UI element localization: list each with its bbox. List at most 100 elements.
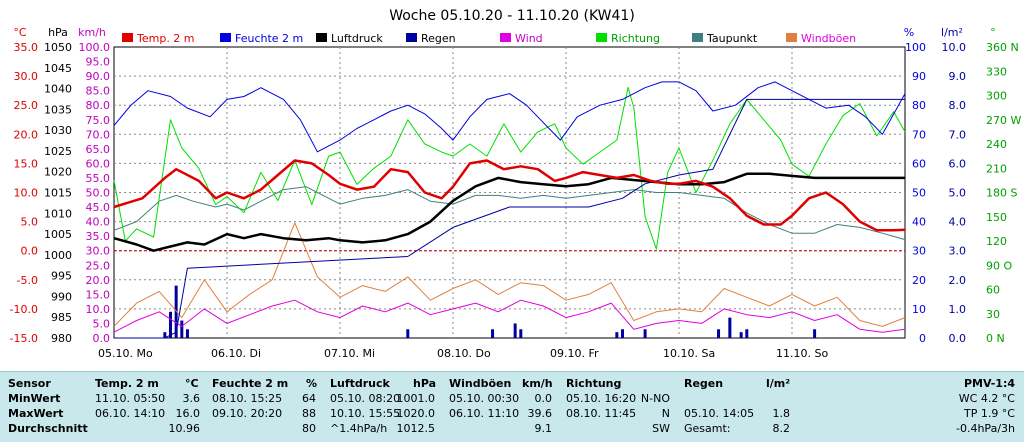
humidity-max-time: 09.10. 20:20 (212, 407, 283, 420)
humidity-tick-label: 50 (912, 187, 926, 200)
humidity-tick-label: 30 (912, 245, 926, 258)
humidity-tick-label: 90 (912, 70, 926, 83)
humidity-axis-unit: % (904, 26, 914, 39)
wind-tick-label: 45.0 (86, 201, 111, 214)
wind-tick-label: 20.0 (86, 274, 111, 287)
humidity-tick-label: 100 (905, 41, 926, 54)
wind-tick-label: 30.0 (86, 245, 111, 258)
temp-tick-label: -10.0 (10, 303, 38, 316)
pressure-tick-label: 1025 (44, 145, 72, 158)
legend-swatch (122, 33, 133, 42)
legend-label: Taupunkt (706, 32, 758, 45)
wind-tick-label: 10.0 (86, 303, 111, 316)
gust-unit: km/h (522, 377, 553, 390)
direction-min: N-NO (640, 392, 670, 405)
pressure-axis-unit: hPa (48, 26, 68, 39)
legend-swatch (786, 33, 797, 42)
direction-tick-label: 180 S (986, 187, 1017, 200)
wind-tick-label: 5.0 (93, 317, 111, 330)
row-label-sensor: Sensor (8, 377, 51, 390)
series-line (113, 222, 906, 327)
rain-max: 1.8 (772, 407, 791, 420)
humidity-min: 64 (302, 392, 316, 405)
legend-label: Richtung (611, 32, 660, 45)
rain-bar (728, 317, 732, 338)
temp-max-time: 06.10. 14:10 (95, 407, 166, 420)
rain-tick-label: 7.0 (949, 128, 967, 141)
direction-tick-label: 60 (986, 284, 1000, 297)
rain-bar (169, 311, 172, 338)
series-line (113, 86, 906, 250)
series-line (113, 186, 906, 241)
pmv-windchill: WC 4.2 °C (958, 392, 1015, 405)
direction-tick-label: 270 W (986, 114, 1021, 127)
temp-tick-label: 15.0 (14, 157, 39, 170)
humidity-max: 88 (302, 407, 316, 420)
rain-bar (491, 329, 495, 338)
wind-tick-label: 25.0 (86, 259, 111, 272)
direction-tick-label: 330 (986, 65, 1007, 78)
wind-tick-label: 35.0 (86, 230, 111, 243)
pressure-tick-label: 1040 (44, 83, 72, 96)
wind-tick-label: 40.0 (86, 216, 111, 229)
rain-tick-label: 8.0 (949, 99, 967, 112)
gust-header: Windböen (449, 377, 512, 390)
rain-bar (615, 332, 619, 338)
pressure-max: 1020.0 (396, 407, 436, 420)
rain-total-label: Gesamt: (684, 422, 731, 435)
rain-bar (745, 329, 749, 338)
rain-axis-unit: l/m² (941, 26, 963, 39)
rain-bar (739, 332, 743, 338)
x-tick-label: 05.10. Mo (98, 347, 153, 360)
temp-tick-label: 30.0 (14, 70, 39, 83)
temp-tick-label: -5.0 (17, 274, 38, 287)
rain-tick-label: 2.0 (949, 274, 967, 287)
direction-tick-label: 30 (986, 308, 1000, 321)
wind-tick-label: 95.0 (86, 56, 111, 69)
rain-bar (519, 329, 523, 338)
direction-min-time: 05.10. 16:20 (566, 392, 637, 405)
temp-min-time: 11.10. 05:50 (95, 392, 166, 405)
row-label-avg: Durchschnitt (8, 422, 88, 435)
direction-tick-label: 150 (986, 211, 1007, 224)
wind-axis-unit: km/h (78, 26, 106, 39)
rain-tick-label: 3.0 (949, 245, 967, 258)
temp-avg: 10.96 (168, 422, 201, 435)
wind-tick-label: 0.0 (93, 332, 111, 345)
temp-tick-label: 20.0 (14, 128, 39, 141)
temp-tick-label: 25.0 (14, 99, 39, 112)
series-line (113, 159, 906, 232)
rain-bar (643, 329, 647, 338)
wind-tick-label: 90.0 (86, 70, 111, 83)
direction-tick-label: 240 (986, 138, 1007, 151)
pmv-trend: -0.4hPa/3h (956, 422, 1015, 435)
humidity-tick-label: 10 (912, 303, 926, 316)
legend-swatch (692, 33, 703, 42)
row-label-min: MinWert (8, 392, 61, 405)
pmv-dewpoint: TP 1.9 °C (963, 407, 1015, 420)
pmv-header: PMV-1:4 (964, 377, 1015, 390)
rain-bar (406, 329, 410, 338)
rain-tick-label: 1.0 (949, 303, 967, 316)
legend-swatch (316, 33, 327, 42)
humidity-tick-label: 40 (912, 216, 926, 229)
wind-tick-label: 55.0 (86, 172, 111, 185)
pressure-tick-label: 1050 (44, 41, 72, 54)
pressure-tick-label: 980 (51, 332, 72, 345)
temp-header: Temp. 2 m (95, 377, 159, 390)
wind-tick-label: 75.0 (86, 114, 111, 127)
gust-avg: 9.1 (534, 422, 553, 435)
legend-swatch (500, 33, 511, 42)
direction-tick-label: 0 N (986, 332, 1005, 345)
gust-min-time: 05.10. 00:30 (449, 392, 520, 405)
temp-min: 3.6 (182, 392, 201, 405)
rain-unit: l/m² (766, 377, 791, 390)
humidity-tick-label: 80 (912, 99, 926, 112)
rain-bar (163, 332, 167, 338)
legend-swatch (220, 33, 231, 42)
humidity-unit: % (306, 377, 318, 390)
pressure-header: Luftdruck (330, 377, 390, 390)
humidity-tick-label: 60 (912, 157, 926, 170)
pressure-tick-label: 1045 (44, 62, 72, 75)
temp-tick-label: -15.0 (10, 332, 38, 345)
